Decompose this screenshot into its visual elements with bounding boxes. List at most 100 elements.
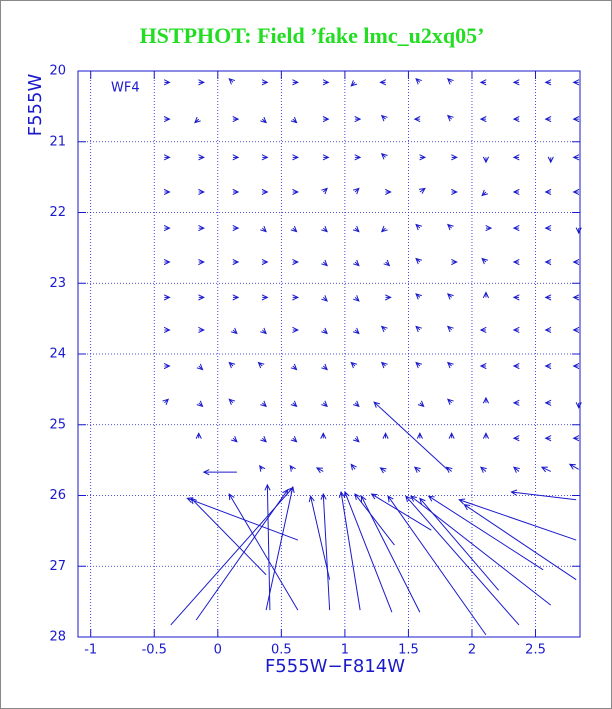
vector-arrow bbox=[292, 258, 300, 266]
vector-arrow bbox=[354, 154, 362, 161]
vector-arrow bbox=[228, 361, 236, 369]
vector-arrow bbox=[479, 116, 487, 123]
vector-arrow bbox=[290, 435, 298, 443]
vector-arrow bbox=[202, 469, 237, 476]
vector-arrow bbox=[352, 295, 360, 302]
vector-arrow bbox=[232, 294, 240, 301]
vector-arrow bbox=[370, 493, 432, 531]
vector-arrow bbox=[512, 258, 520, 266]
vector-arrow bbox=[163, 154, 171, 161]
x-tick-label: 0 bbox=[214, 643, 222, 658]
vector-arrow bbox=[260, 435, 267, 443]
vector-arrow bbox=[230, 435, 238, 443]
x-tick-label: 1 bbox=[341, 643, 349, 658]
vector-arrow bbox=[354, 493, 395, 546]
vector-arrow bbox=[544, 116, 552, 123]
vector-arrow bbox=[196, 400, 204, 408]
vector-arrow bbox=[512, 225, 520, 232]
vector-arrow bbox=[163, 258, 171, 266]
vector-arrow bbox=[572, 188, 580, 196]
vector-arrow bbox=[512, 294, 520, 301]
vector-arrow bbox=[322, 154, 330, 161]
x-tick-label: 0.5 bbox=[271, 643, 292, 658]
vector-arrow bbox=[198, 294, 205, 301]
vector-arrow bbox=[321, 327, 328, 335]
vector-arrow bbox=[512, 79, 520, 86]
vector-arrow bbox=[544, 258, 552, 266]
vector-arrow bbox=[568, 463, 579, 470]
vector-arrow bbox=[321, 295, 328, 302]
vector-arrow bbox=[260, 327, 267, 335]
vector-arrow bbox=[380, 225, 388, 233]
vector-arrow bbox=[417, 400, 425, 408]
vector-arrow bbox=[512, 154, 520, 161]
chart-title: HSTPHOT: Field ’fake lmc_u2xq05’ bbox=[140, 23, 485, 48]
vector-arrow bbox=[195, 432, 202, 439]
vector-arrow bbox=[232, 116, 240, 123]
vector-arrow bbox=[198, 188, 205, 196]
vector-arrow bbox=[446, 398, 454, 406]
vector-arrow bbox=[322, 79, 330, 86]
y-tick-label: 22 bbox=[49, 205, 66, 220]
vector-arrow bbox=[512, 188, 520, 196]
vector-arrow bbox=[198, 225, 205, 232]
vector-arrow bbox=[163, 116, 171, 123]
vector-arrow bbox=[572, 362, 580, 370]
vector-arrow bbox=[352, 400, 360, 408]
vector-arrow bbox=[320, 432, 327, 439]
vector-arrow bbox=[419, 154, 427, 161]
vector-arrow bbox=[451, 154, 458, 161]
vector-arrow bbox=[572, 326, 580, 334]
vector-arrow bbox=[232, 258, 240, 266]
vector-arrow bbox=[350, 463, 357, 471]
vector-arrow bbox=[321, 363, 328, 371]
vector-arrow bbox=[451, 258, 458, 266]
vector-arrow bbox=[290, 400, 298, 408]
vector-arrow bbox=[482, 396, 490, 404]
vector-arrow bbox=[482, 291, 490, 299]
x-tick-label: 2 bbox=[468, 643, 476, 658]
vector-arrow bbox=[257, 361, 265, 369]
vector-arrow bbox=[163, 326, 171, 334]
vector-arrow bbox=[196, 363, 204, 371]
vector-arrow bbox=[163, 294, 171, 301]
vector-arrow bbox=[261, 79, 269, 86]
vector-arrow bbox=[321, 259, 328, 267]
vector-arrow bbox=[354, 116, 362, 123]
vector-arrow bbox=[445, 466, 453, 473]
vector-arrow bbox=[195, 488, 289, 621]
vector-arrow bbox=[352, 259, 360, 267]
vector-arrow bbox=[232, 225, 240, 232]
vector-arrow bbox=[320, 492, 331, 611]
vector-arrow bbox=[387, 495, 487, 636]
vector-arrow bbox=[379, 467, 387, 474]
vector-arrow bbox=[544, 79, 552, 86]
vector-arrow bbox=[315, 467, 324, 474]
vector-arrow bbox=[413, 466, 421, 473]
vector-arrow bbox=[265, 485, 295, 611]
vector-arrow bbox=[261, 154, 269, 161]
x-tick-label: 1.5 bbox=[398, 643, 419, 658]
vector-arrow bbox=[544, 362, 552, 370]
vector-arrow bbox=[163, 188, 171, 196]
vector-arrow bbox=[575, 227, 582, 235]
y-tick-label: 20 bbox=[49, 64, 66, 79]
vector-arrow bbox=[572, 258, 580, 266]
vector-arrow bbox=[544, 294, 552, 301]
vector-arrow bbox=[350, 80, 358, 87]
vector-arrow bbox=[352, 435, 360, 443]
vector-arrow bbox=[260, 400, 267, 408]
x-tick-label: -0.5 bbox=[142, 643, 167, 658]
vector-arrow bbox=[383, 259, 391, 267]
vector-arrow bbox=[382, 432, 389, 439]
x-axis-label: F555W−F814W bbox=[265, 656, 405, 677]
vector-arrow bbox=[380, 325, 388, 333]
x-tick-label: 2.5 bbox=[525, 643, 546, 658]
vector-arrow bbox=[260, 116, 267, 124]
vector-arrow bbox=[572, 79, 580, 86]
vector-arrow bbox=[410, 495, 552, 606]
vector-arrow bbox=[479, 79, 487, 86]
vector-arrow bbox=[194, 116, 201, 124]
vector-arrow bbox=[292, 326, 300, 334]
